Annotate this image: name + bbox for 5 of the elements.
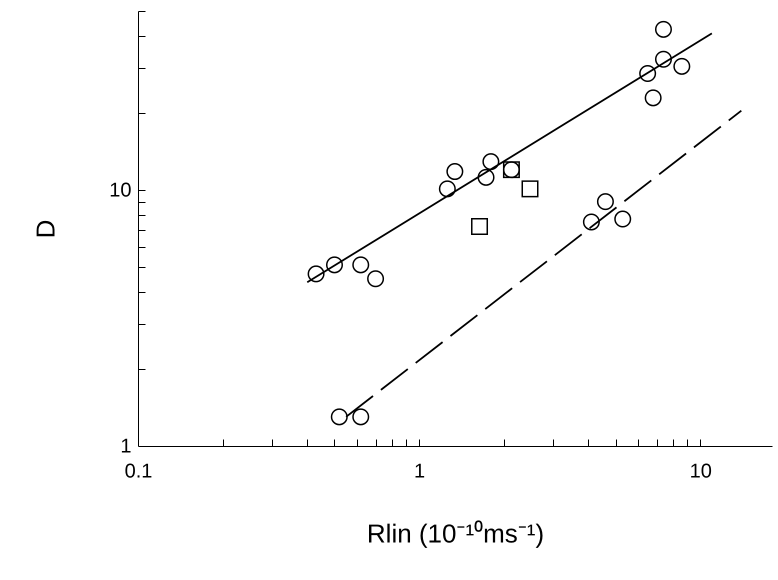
- y-axis-title: D: [30, 220, 60, 238]
- x-tick-label: 0.1: [124, 460, 152, 482]
- x-axis-title: Rlin (10⁻¹⁰ms⁻¹): [366, 518, 544, 548]
- x-tick-label: 10: [690, 460, 712, 482]
- x-tick-label: 1: [414, 460, 426, 482]
